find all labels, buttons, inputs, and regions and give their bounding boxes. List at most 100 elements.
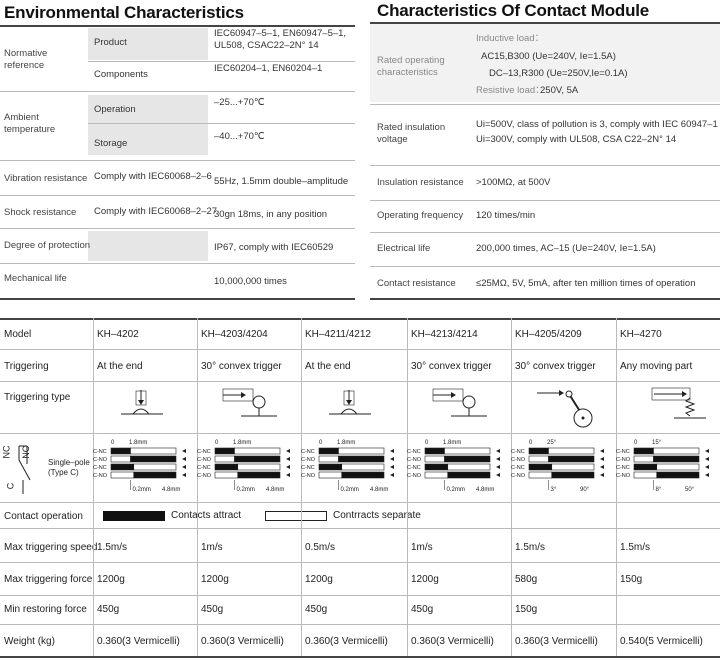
- timing-bottom-label-1: 0.2mm: [341, 487, 359, 493]
- model-force: 1200g: [201, 574, 229, 585]
- arrow-head: [451, 392, 456, 398]
- contact-attract-bar: [214, 447, 235, 455]
- legend-attract-swatch: [103, 511, 165, 521]
- insulation-resistance-label: Insulation resistance: [377, 177, 464, 188]
- model-speed: 1m/s: [411, 542, 433, 553]
- direction-arrow-icon: [182, 465, 186, 469]
- model-row-line: [0, 624, 720, 625]
- model-force: 1200g: [97, 574, 125, 585]
- timing-bottom-label-1: 8°: [656, 487, 662, 493]
- contact-attract-bar: [424, 447, 445, 455]
- direction-arrow-icon: [496, 473, 500, 477]
- no-label: NO: [20, 445, 31, 459]
- electrical-life-value: 200,000 times, AC–15 (Ue=240V, Ie=1.5A): [476, 243, 656, 254]
- contact-separate-bar: [338, 447, 385, 455]
- trigger-type-icon: [329, 390, 371, 415]
- trigger-type-icon: [121, 390, 163, 415]
- arrow-head: [682, 391, 687, 397]
- env-line: [0, 263, 355, 264]
- op-frequency-value: 120 times/min: [476, 210, 536, 221]
- env-sub-operation: Operation: [94, 104, 136, 115]
- contact-timing-diagram: 0 1.8mm C-NC C-NO C-NC C-NO 0.2mm 4.8mm: [93, 440, 186, 493]
- contact-separate-bar: [424, 471, 449, 479]
- env-grey-3: [88, 231, 208, 261]
- row-label-contact-operation: Contact operation: [4, 511, 83, 522]
- contact-row-label: C-NO: [407, 473, 422, 479]
- contact-attract-bar: [424, 463, 449, 471]
- timing-bottom-label-1: 0.2mm: [447, 487, 465, 493]
- contact-separate-bar: [110, 471, 135, 479]
- contact-separate-bar: [447, 463, 491, 471]
- direction-arrow-icon: [496, 465, 500, 469]
- legend-separate-swatch: [265, 511, 327, 521]
- contact-attract-bar: [214, 463, 239, 471]
- model-row-line: [0, 349, 720, 350]
- env-line: [0, 160, 355, 161]
- model-restore: 450g: [411, 604, 434, 615]
- contact-row-label: C-NC: [301, 449, 315, 455]
- contact-attract-bar: [551, 471, 595, 479]
- switch-label: Single–pole (Type C): [48, 458, 90, 477]
- model-restore: 450g: [201, 604, 224, 615]
- direction-arrow-icon: [182, 473, 186, 477]
- model-row-line: [0, 595, 720, 596]
- column-divider: [93, 318, 94, 656]
- contact-separate-bar: [341, 463, 385, 471]
- contact-separate-bar: [656, 463, 700, 471]
- model-trigger: At the end: [305, 361, 351, 372]
- contact-separate-bar: [444, 447, 491, 455]
- contact-row-label: C-NO: [511, 473, 526, 479]
- contact-title-rule: [370, 22, 720, 24]
- op-frequency-label: Operating frequency: [377, 210, 464, 221]
- env-line: [0, 91, 355, 92]
- direction-arrow-icon: [705, 457, 709, 461]
- contact-title: Characteristics Of Contact Module: [377, 1, 650, 20]
- contact-row-label: C-NC: [301, 465, 315, 471]
- model-name: KH–4203/4204: [201, 329, 268, 340]
- contact-row-label: C-NO: [197, 473, 212, 479]
- model-force: 1200g: [305, 574, 333, 585]
- contact-line: [370, 232, 720, 233]
- model-restore: 150g: [515, 604, 538, 615]
- trigger-type-icon: [537, 390, 593, 428]
- direction-arrow-icon: [390, 465, 394, 469]
- contact-line: [370, 165, 720, 166]
- contact-row-label: C-NC: [197, 465, 211, 471]
- row-label-max-force: Max triggering force: [4, 574, 93, 585]
- env-val-components: IEC60204–1, EN60204–1: [214, 63, 323, 74]
- contact-separate-bar: [133, 463, 177, 471]
- direction-arrow-icon: [390, 457, 394, 461]
- model-row-line: [0, 562, 720, 563]
- spring-icon: [684, 397, 696, 417]
- model-weight: 0.540(5 Vermicelli): [620, 636, 703, 647]
- contact-separate-bar: [653, 447, 700, 455]
- model-row-line: [0, 528, 720, 529]
- legend-attract-label: Contacts attract: [171, 510, 242, 521]
- arrow-head: [559, 390, 564, 396]
- contact-separate-bar: [424, 455, 445, 463]
- contact-separate-bar: [633, 455, 654, 463]
- ac-line: AC15,B300 (Ue=240V, Ie=1.5A): [481, 51, 616, 62]
- env-label-shock: Shock resistance: [4, 207, 77, 218]
- env-bottom-rule: [0, 298, 355, 300]
- direction-arrow-icon: [600, 457, 604, 461]
- contact-line: [370, 104, 720, 105]
- arrow-head: [241, 392, 246, 398]
- model-trigger: 30° convex trigger: [201, 361, 282, 372]
- env-grey-1: [88, 28, 208, 60]
- model-trigger: 30° convex trigger: [515, 361, 596, 372]
- env-val-product: IEC60947–5–1, EN60947–5–1, UL508, CSAC22…: [214, 28, 347, 51]
- direction-arrow-icon: [600, 465, 604, 469]
- trigger-type-icon: [432, 388, 487, 417]
- row-label-min-force: Min restoring force: [4, 604, 87, 615]
- model-force: 580g: [515, 574, 538, 585]
- model-name: KH–4202: [97, 329, 139, 340]
- electrical-life-label: Electrical life: [377, 243, 431, 254]
- model-name: KH–4213/4214: [411, 329, 478, 340]
- direction-arrow-icon: [600, 473, 604, 477]
- contact-attract-bar: [633, 447, 654, 455]
- plunger-guide: [343, 390, 355, 406]
- timing-bottom-label-2: 4.8mm: [476, 487, 494, 493]
- env-val-mechanical: 10,000,000 times: [214, 276, 287, 287]
- contact-attract-bar: [318, 447, 339, 455]
